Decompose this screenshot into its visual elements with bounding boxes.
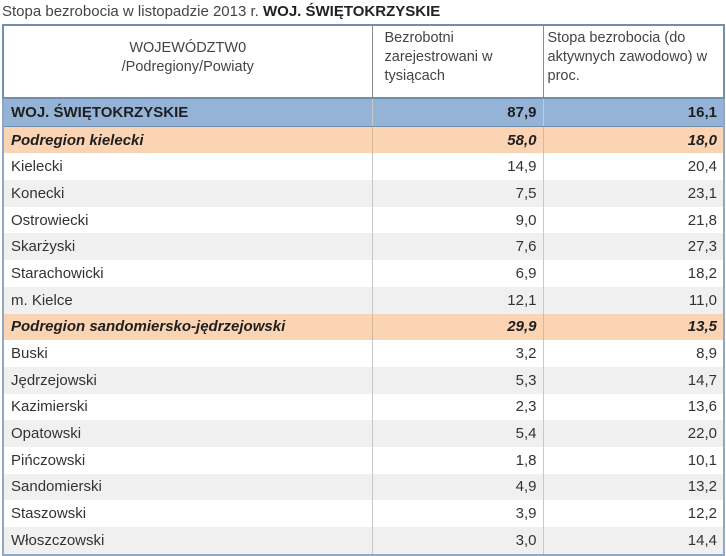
row-name-cell: Jędrzejowski bbox=[2, 366, 372, 394]
table-row: m. Kielce 12,1 11,0 bbox=[2, 286, 725, 314]
table-row: Konecki 7,5 23,1 bbox=[2, 180, 725, 207]
header-region: WOJEWÓDZTW0 /Podregiony/Powiaty bbox=[2, 24, 372, 98]
row-rate-cell: 18,2 bbox=[542, 260, 725, 287]
table-row: Kazimierski 2,3 13,6 bbox=[2, 393, 725, 421]
row-unemployed-cell: 12,1 bbox=[371, 286, 543, 314]
row-rate-cell: 12,2 bbox=[542, 500, 725, 527]
row-rate-cell: 10,1 bbox=[542, 446, 725, 474]
row-rate-cell: 16,1 bbox=[542, 96, 725, 127]
table-row: Staszowski 3,9 12,2 bbox=[2, 500, 725, 527]
row-rate-cell: 13,5 bbox=[542, 313, 725, 341]
row-name-cell: Sandomierski bbox=[2, 473, 372, 501]
row-rate-cell: 18,0 bbox=[542, 126, 725, 154]
subregion-row: Podregion kielecki 58,0 18,0 bbox=[2, 126, 725, 154]
header-unemployed: Bezrobotni zarejestrowani w tysiącach bbox=[371, 24, 543, 98]
row-name-cell: m. Kielce bbox=[2, 286, 372, 314]
title-prefix: Stopa bezrobocia w listopadzie 2013 r. bbox=[2, 3, 259, 20]
row-name-cell: Konecki bbox=[2, 180, 372, 207]
row-unemployed-cell: 6,9 bbox=[371, 260, 543, 287]
row-unemployed-cell: 3,9 bbox=[371, 500, 543, 527]
table-row: Buski 3,2 8,9 bbox=[2, 340, 725, 367]
row-unemployed-cell: 5,3 bbox=[371, 366, 543, 394]
row-unemployed-cell: 87,9 bbox=[371, 96, 543, 127]
row-unemployed-cell: 5,4 bbox=[371, 420, 543, 447]
row-rate-cell: 23,1 bbox=[542, 180, 725, 207]
row-rate-cell: 22,0 bbox=[542, 420, 725, 447]
unemployment-table: WOJEWÓDZTW0 /Podregiony/Powiaty Bezrobot… bbox=[2, 24, 725, 556]
row-unemployed-cell: 58,0 bbox=[371, 126, 543, 154]
row-name-cell: Podregion sandomiersko-jędrzejowski bbox=[2, 313, 372, 341]
table-body: WOJ. ŚWIĘTOKRZYSKIE 87,9 16,1 Podregion kie… bbox=[2, 96, 725, 556]
row-name-cell: Buski bbox=[2, 340, 372, 367]
header-rate: Stopa bezrobocia (do aktywnych zawodowo)… bbox=[542, 24, 725, 98]
header-region-line1: WOJEWÓDZTW0 bbox=[129, 40, 247, 56]
row-unemployed-cell: 1,8 bbox=[371, 446, 543, 474]
row-name-cell: Kazimierski bbox=[2, 393, 372, 421]
row-unemployed-cell: 7,5 bbox=[371, 180, 543, 207]
row-name-cell: Ostrowiecki bbox=[2, 206, 372, 234]
row-name-cell: Staszowski bbox=[2, 500, 372, 527]
row-unemployed-cell: 7,6 bbox=[371, 233, 543, 261]
row-unemployed-cell: 29,9 bbox=[371, 313, 543, 341]
voivodeship-row: WOJ. ŚWIĘTOKRZYSKIE 87,9 16,1 bbox=[2, 96, 725, 127]
row-unemployed-cell: 14,9 bbox=[371, 153, 543, 181]
row-unemployed-cell: 2,3 bbox=[371, 393, 543, 421]
row-rate-cell: 13,6 bbox=[542, 393, 725, 421]
row-unemployed-cell: 9,0 bbox=[371, 206, 543, 234]
row-rate-cell: 14,7 bbox=[542, 366, 725, 394]
row-rate-cell: 13,2 bbox=[542, 473, 725, 501]
table-row: Starachowicki 6,9 18,2 bbox=[2, 260, 725, 287]
row-name-cell: Starachowicki bbox=[2, 260, 372, 287]
header-region-line2: /Podregiony/Powiaty bbox=[121, 59, 254, 75]
page-title: Stopa bezrobocia w listopadzie 2013 r. W… bbox=[2, 2, 440, 22]
table-row: Pińczowski 1,8 10,1 bbox=[2, 446, 725, 474]
table-row: Sandomierski 4,9 13,2 bbox=[2, 473, 725, 501]
row-name-cell: Skarżyski bbox=[2, 233, 372, 261]
row-unemployed-cell: 4,9 bbox=[371, 473, 543, 501]
row-name-cell: Opatowski bbox=[2, 420, 372, 447]
table-row: Ostrowiecki 9,0 21,8 bbox=[2, 206, 725, 234]
row-name-cell: Kielecki bbox=[2, 153, 372, 181]
row-unemployed-cell: 3,2 bbox=[371, 340, 543, 367]
subregion-row: Podregion sandomiersko-jędrzejowski 29,9 1… bbox=[2, 313, 725, 341]
row-rate-cell: 20,4 bbox=[542, 153, 725, 181]
row-rate-cell: 11,0 bbox=[542, 286, 725, 314]
title-region: WOJ. ŚWIĘTOKRZYSKIE bbox=[263, 3, 441, 20]
row-rate-cell: 21,8 bbox=[542, 206, 725, 234]
row-name-cell: Pińczowski bbox=[2, 446, 372, 474]
row-name-cell: Podregion kielecki bbox=[2, 126, 372, 154]
row-rate-cell: 8,9 bbox=[542, 340, 725, 367]
table-row: Kielecki 14,9 20,4 bbox=[2, 153, 725, 181]
table-row: Opatowski 5,4 22,0 bbox=[2, 420, 725, 447]
row-rate-cell: 27,3 bbox=[542, 233, 725, 261]
table-row: Skarżyski 7,6 27,3 bbox=[2, 233, 725, 261]
row-name-cell: WOJ. ŚWIĘTOKRZYSKIE bbox=[2, 96, 372, 127]
table-header-row: WOJEWÓDZTW0 /Podregiony/Powiaty Bezrobot… bbox=[2, 24, 725, 98]
table-row: Jędrzejowski 5,3 14,7 bbox=[2, 366, 725, 394]
